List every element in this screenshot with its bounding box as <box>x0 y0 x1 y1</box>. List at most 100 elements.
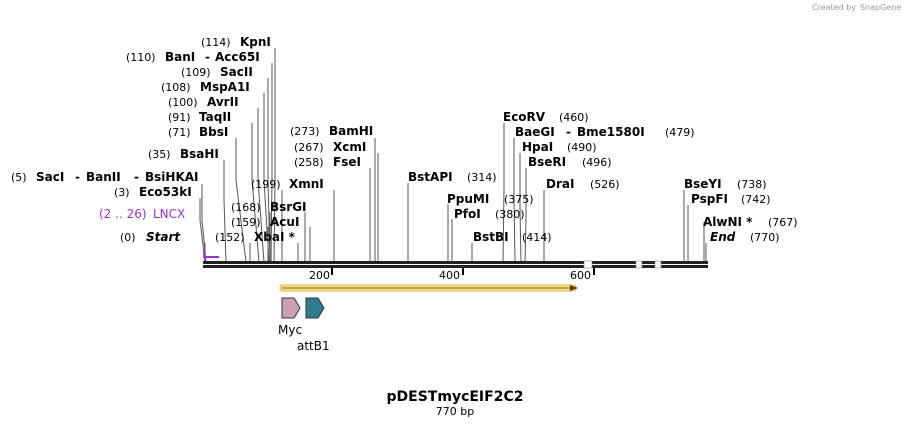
gap-mark-3 <box>654 260 662 269</box>
connector-ecorv <box>502 123 505 263</box>
site-kpni-pos: (114) <box>201 36 231 49</box>
connector-mspa1i <box>263 93 270 263</box>
site-separator-dash: - <box>205 50 210 64</box>
site-bsahi-pos: (35) <box>148 148 171 161</box>
site-xmni-pos: (199) <box>251 178 281 191</box>
backbone-gap-marks <box>583 260 662 269</box>
connector-taqii <box>251 123 260 263</box>
site-xbai-pos: (152) <box>215 231 245 244</box>
site-acui-name: AcuI <box>270 215 299 229</box>
site-bbsi-pos: (71) <box>168 126 191 139</box>
site-avrii-name: AvrII <box>207 95 239 109</box>
site-eco53ki-name: Eco53kI <box>139 185 192 199</box>
site-avrii-pos: (100) <box>168 96 198 109</box>
site-separator-dash-4: - <box>566 125 571 139</box>
start-pos: (0) <box>120 231 136 244</box>
site-bsahi-name: BsaHI <box>180 147 219 161</box>
end-pos: (770) <box>750 231 780 244</box>
site-bme1580i-name: Bme1580I <box>577 125 645 139</box>
site-xcmi-pos: (267) <box>294 141 324 154</box>
site-bani-pos: (110) <box>126 51 156 64</box>
site-bstapi-pos: (314) <box>467 171 497 184</box>
site-mspa1i-pos: (108) <box>161 81 191 94</box>
site-bani-name: BanI <box>165 50 195 64</box>
site-bseyi-name: BseYI <box>684 177 722 191</box>
gap-mark-1 <box>583 260 593 269</box>
attb1-label: attB1 <box>297 339 330 353</box>
site-saci-pos: (5) <box>11 171 27 184</box>
site-xcmi-name: XcmI <box>333 140 366 154</box>
gap-mark-2 <box>635 260 643 269</box>
site-alwni-name: AlwNI * <box>703 215 753 229</box>
site-sacii-pos: (109) <box>181 66 211 79</box>
myc-label: Myc <box>278 323 302 337</box>
connector-kpni <box>273 48 276 263</box>
connector-baegi <box>513 138 516 263</box>
connector-lines <box>199 48 707 263</box>
site-hpai-name: HpaI <box>522 140 553 154</box>
site-acc65i-name: Acc65I <box>215 50 260 64</box>
connector-bsahi <box>223 160 227 263</box>
attb1-feature-arrow <box>305 297 325 319</box>
site-drai-name: DraI <box>546 177 574 191</box>
start-label: Start <box>146 230 181 244</box>
lncx-range: (2 .. 26) <box>99 207 147 221</box>
site-bsrgi-name: BsrGI <box>270 200 307 214</box>
backbone-top-strand <box>203 261 708 264</box>
site-ecorv-name: EcoRV <box>503 110 546 124</box>
site-bsrgi-pos: (168) <box>231 201 261 214</box>
site-bseri-pos: (496) <box>582 156 612 169</box>
end-label: End <box>710 230 736 244</box>
site-pspfi-pos: (742) <box>741 193 771 206</box>
connector-hpai <box>519 153 522 263</box>
plasmid-name: pDESTmycEIF2C2 <box>387 389 524 405</box>
site-pfoi-pos: (380) <box>495 208 525 221</box>
site-bsihkai-name: BsiHKAI <box>145 170 199 184</box>
connector-bani <box>270 63 273 263</box>
site-baegi-name: BaeGI <box>515 125 555 139</box>
lncx-bar <box>204 256 219 258</box>
site-ppumi-pos: (375) <box>504 193 534 206</box>
site-bbsi-name: BbsI <box>199 125 228 139</box>
site-xbai-name: XbaI * <box>254 230 296 244</box>
site-sacii-name: SacII <box>220 65 253 79</box>
site-bseri-name: BseRI <box>528 155 566 169</box>
site-alwni-pos: (767) <box>768 216 798 229</box>
scale-label-600: 600 <box>570 269 591 282</box>
site-mspa1i-name: MspA1I <box>200 80 250 94</box>
site-fsei-pos: (258) <box>294 156 324 169</box>
site-acui-pos: (159) <box>231 216 261 229</box>
site-bseyi-pos: (738) <box>737 178 767 191</box>
site-separator-dash-2: - <box>75 170 80 184</box>
site-xmni-name: XmnI <box>289 177 324 191</box>
site-saci-name: SacI <box>36 170 64 184</box>
connector-sacii <box>267 78 271 263</box>
site-fsei-name: FseI <box>333 155 361 169</box>
site-pspfi-name: PspFI <box>691 192 728 206</box>
plasmid-length: 770 bp <box>436 405 474 418</box>
scale-label-400: 400 <box>439 269 460 282</box>
site-bamhi-name: BamHI <box>329 124 373 138</box>
site-ppumi-name: PpuMI <box>447 192 489 206</box>
orf-arrow-head <box>570 285 578 291</box>
site-taqii-pos: (91) <box>168 111 191 124</box>
site-drai-pos: (526) <box>590 178 620 191</box>
site-separator-dash-3: - <box>134 170 139 184</box>
lncx-label: LNCX <box>153 207 185 221</box>
site-bstbi-pos: (414) <box>522 231 552 244</box>
site-ecorv-pos: (460) <box>559 111 589 124</box>
myc-feature-arrow <box>281 297 301 319</box>
site-eco53ki-pos: (3) <box>114 186 130 199</box>
site-pfoi-name: PfoI <box>454 207 481 221</box>
scale-label-200: 200 <box>309 269 330 282</box>
site-bstbi-name: BstBI <box>473 230 509 244</box>
connector-bseri <box>524 168 527 263</box>
connector-avrii <box>257 108 265 263</box>
site-baegi-pos: (479) <box>665 126 695 139</box>
backbone-bottom-strand <box>203 265 708 268</box>
connector-bbsi <box>235 138 247 263</box>
site-taqii-name: TaqII <box>199 110 231 124</box>
site-kpni-name: KpnI <box>240 35 271 49</box>
site-bstapi-name: BstAPI <box>408 170 453 184</box>
